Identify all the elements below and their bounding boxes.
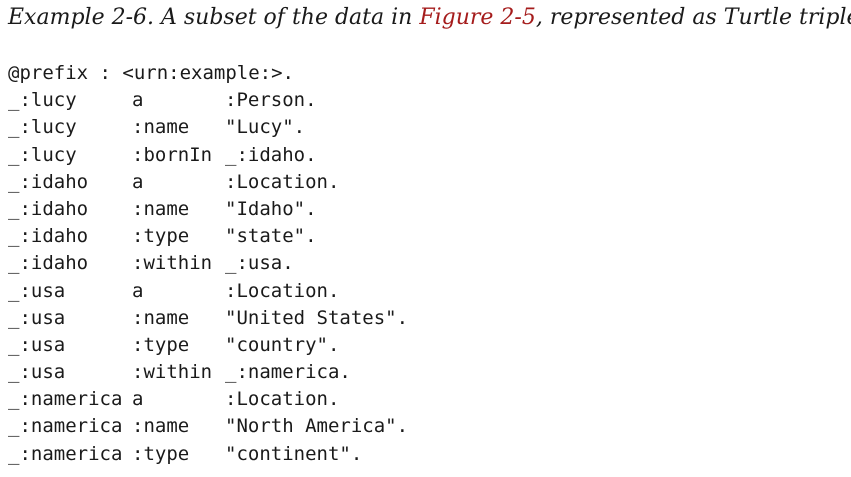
triple-line: _:idaho a :Location. (8, 169, 408, 196)
triple-predicate: :type (132, 225, 190, 248)
triple-line: _:usa :type "country". (8, 332, 408, 359)
triple-object: _:idaho. (225, 143, 317, 166)
turtle-code-block: @prefix : <urn:example:>. _:lucy a:Person… (8, 60, 408, 468)
triple-line: _:lucy :bornIn _:idaho. (8, 142, 408, 169)
triple-subject: _:namerica (8, 415, 123, 438)
triple-predicate: :type (132, 333, 190, 356)
triple-predicate: :name (132, 306, 190, 329)
triple-subject: _:namerica (8, 442, 123, 465)
triple-object: "United States". (225, 306, 409, 329)
triple-line: _:namerica a :Location. (8, 386, 408, 413)
triple-subject: _:lucy (8, 143, 77, 166)
caption-suffix: , represented as Turtle triples (535, 5, 851, 30)
triple-predicate: a (132, 388, 144, 411)
triple-predicate: a (132, 279, 144, 302)
triple-object: "state". (225, 225, 317, 248)
triple-line: _:lucy a :Person. (8, 87, 408, 114)
triple-object: "continent". (225, 442, 363, 465)
triple-line: _:idaho :within _:usa. (8, 250, 408, 277)
triple-predicate: a (132, 170, 144, 193)
triple-object: _:usa. (225, 252, 294, 275)
triple-line: _:usa :name "United States". (8, 305, 408, 332)
triple-object: :Person. (225, 89, 317, 112)
triple-object: :Location. (225, 279, 340, 302)
triple-line: _:lucy :name "Lucy". (8, 114, 408, 141)
triple-predicate: :name (132, 197, 190, 220)
triple-line: _:namerica :type "continent". (8, 441, 408, 468)
triple-subject: _:idaho (8, 197, 89, 220)
triple-subject: _:usa (8, 333, 66, 356)
triple-subject: _:idaho (8, 225, 89, 248)
triple-subject: _:lucy (8, 89, 77, 112)
triple-predicate: :within (132, 361, 213, 384)
triple-subject: _:idaho (8, 252, 89, 275)
triple-subject: _:usa (8, 361, 66, 384)
triples-list: _:lucy a:Person. _:lucy:name "Lucy". _:lucy:… (8, 87, 408, 468)
triple-predicate: :type (132, 442, 190, 465)
triple-object: "Lucy". (225, 116, 306, 139)
triple-subject: _:idaho (8, 170, 89, 193)
triple-line: _:idaho :name "Idaho". (8, 196, 408, 223)
triple-line: _:idaho :type "state". (8, 223, 408, 250)
triple-object: :Location. (225, 388, 340, 411)
triple-subject: _:usa (8, 279, 66, 302)
triple-object: "Idaho". (225, 197, 317, 220)
triple-subject: _:namerica (8, 388, 123, 411)
triple-subject: _:usa (8, 306, 66, 329)
triple-line: _:usa :within _:namerica. (8, 359, 408, 386)
prefix-line: @prefix : <urn:example:>. (8, 62, 294, 84)
triple-predicate: :name (132, 415, 190, 438)
triple-object: :Location. (225, 170, 340, 193)
triple-object: "country". (225, 333, 340, 356)
triple-line: _:namerica :name "North America". (8, 413, 408, 440)
triple-object: "North America". (225, 415, 409, 438)
triple-predicate: :name (132, 116, 190, 139)
example-caption: Example 2-6. A subset of the data in Fig… (8, 4, 851, 32)
triple-predicate: :within (132, 252, 213, 275)
triple-predicate: :bornIn (132, 143, 213, 166)
triple-object: _:namerica. (225, 361, 351, 384)
figure-link[interactable]: Figure 2-5 (419, 5, 536, 30)
caption-prefix: Example 2-6. A subset of the data in (8, 5, 420, 30)
triple-predicate: a (132, 89, 144, 112)
triple-subject: _:lucy (8, 116, 77, 139)
triple-line: _:usa a :Location. (8, 278, 408, 305)
